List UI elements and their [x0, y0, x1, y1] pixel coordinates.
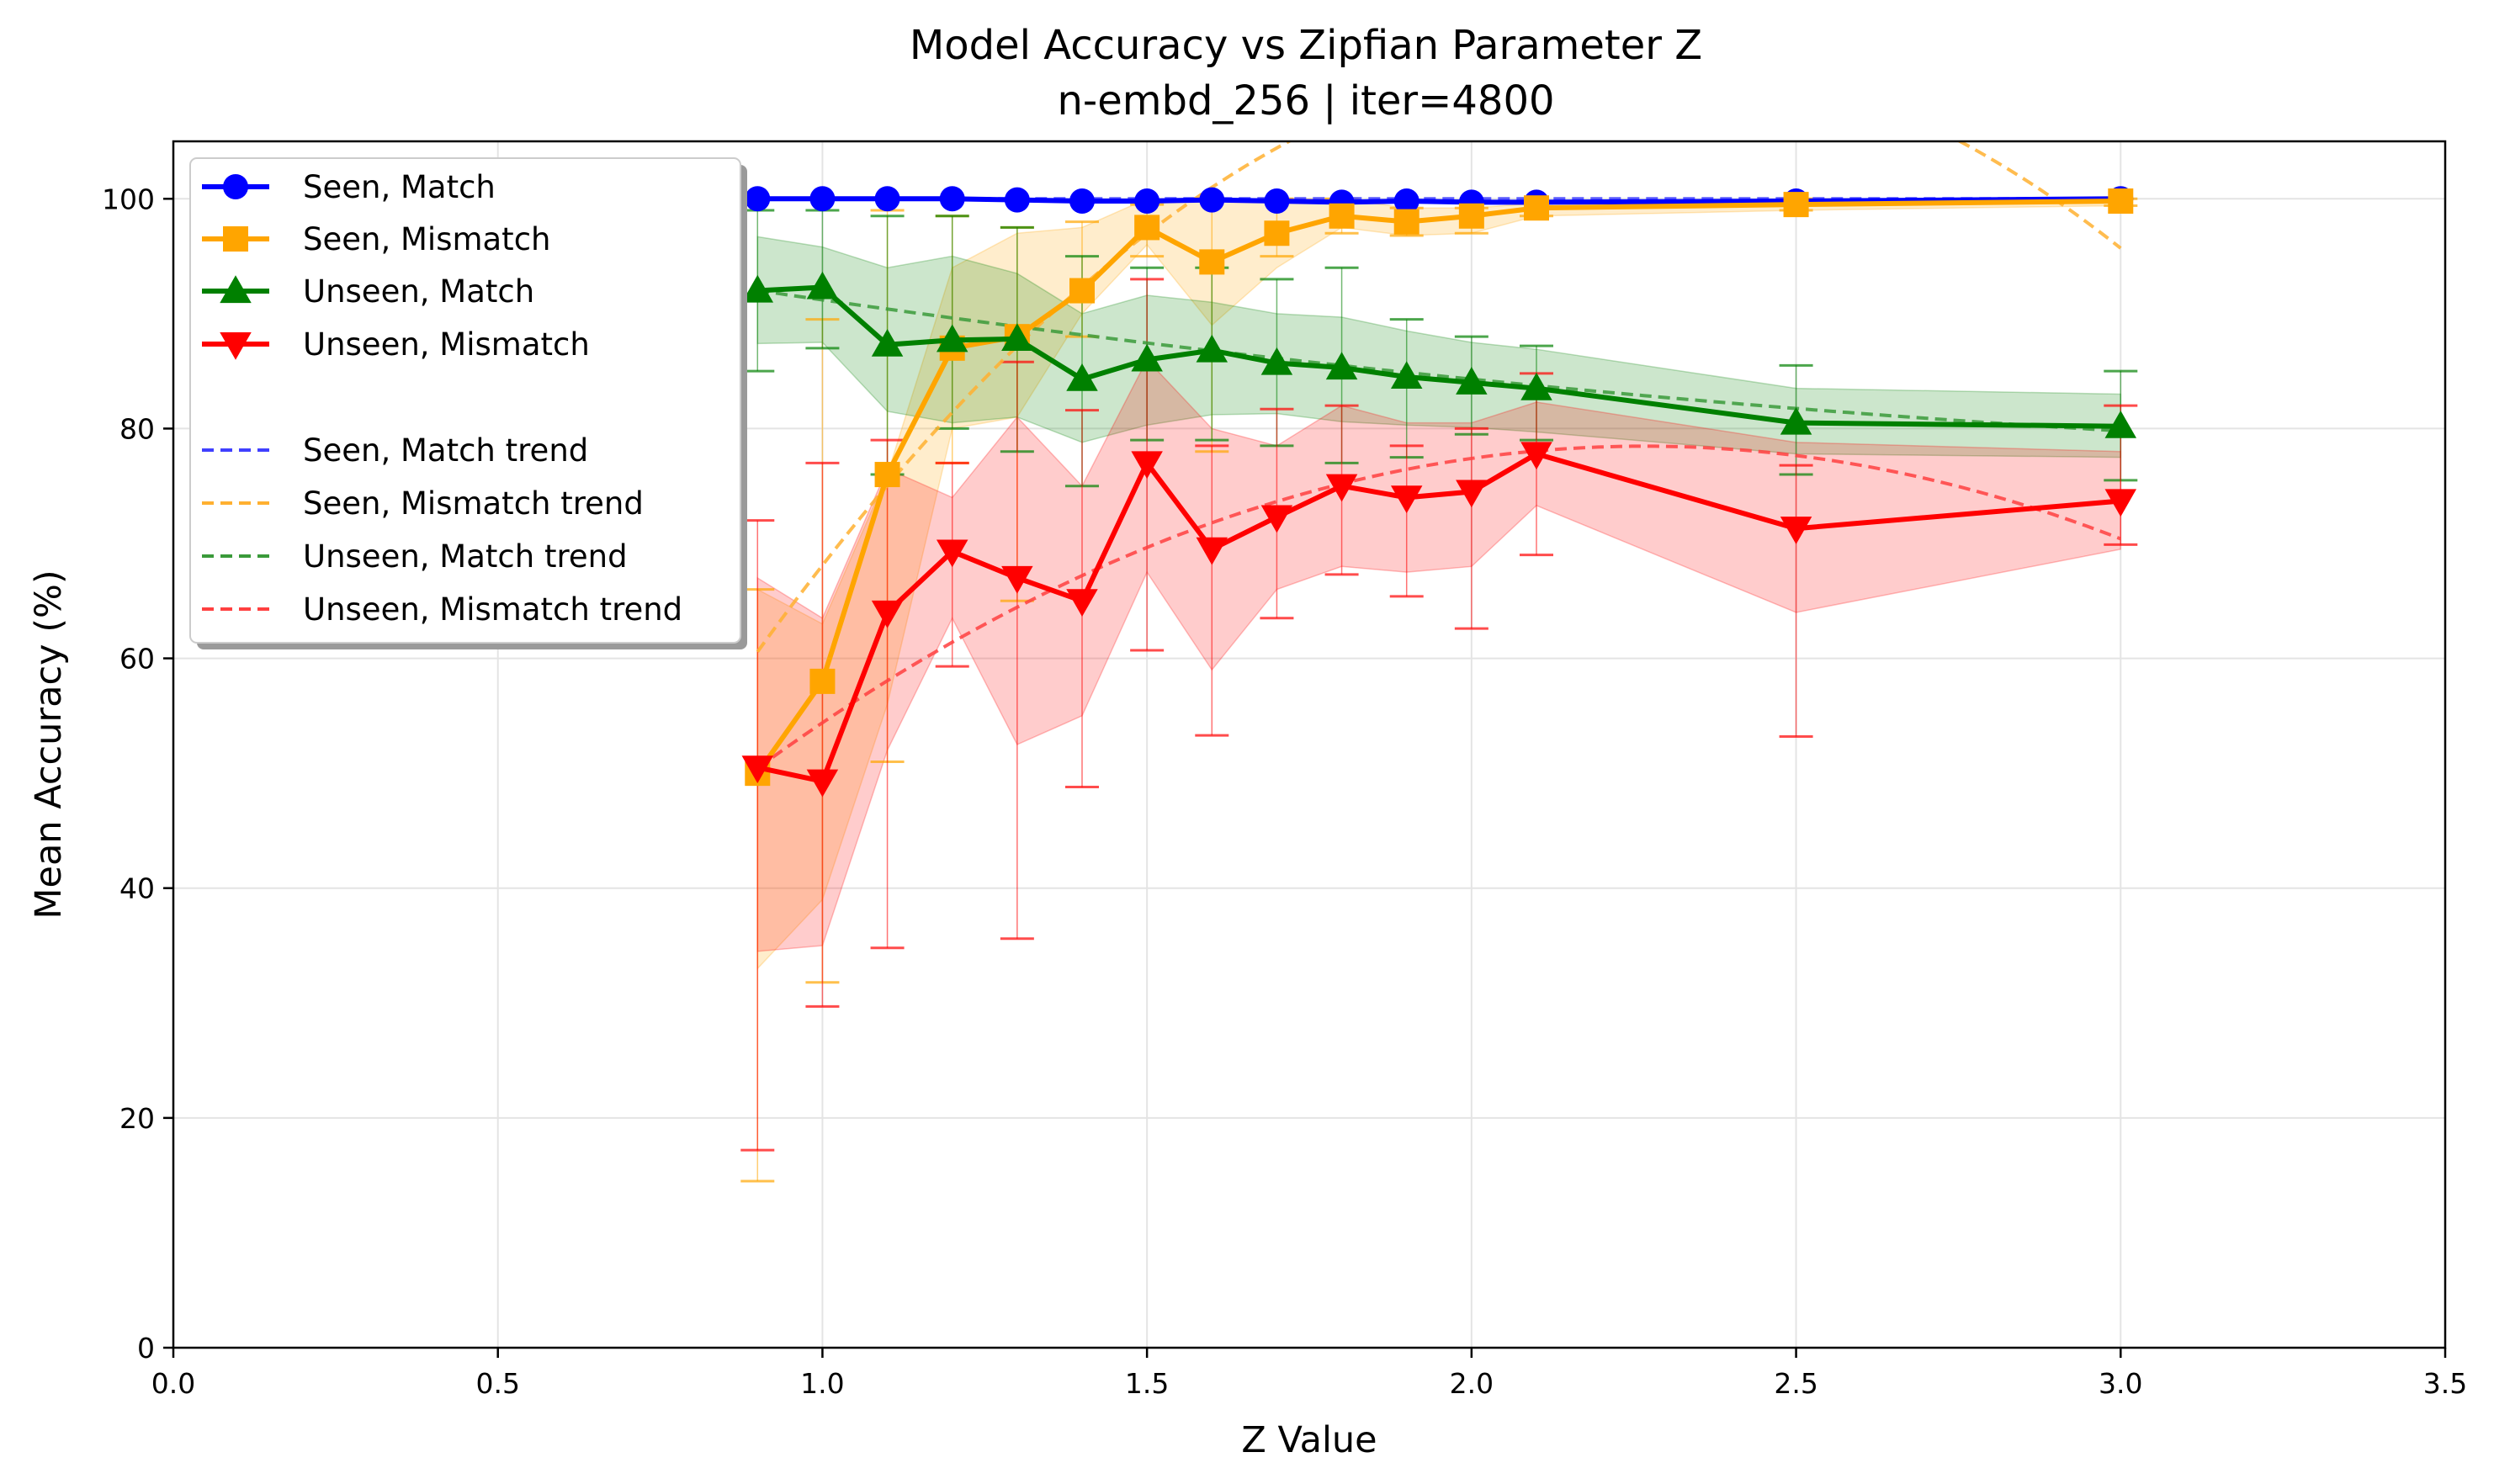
legend-label: Unseen, Match trend	[303, 538, 628, 575]
data-point	[1260, 505, 1293, 533]
data-point	[1001, 323, 1033, 351]
y-tick-label: 80	[119, 412, 155, 445]
legend: Seen, Match Seen, Mismatch Unseen, Match Un…	[189, 157, 747, 649]
data-point	[1390, 485, 1423, 514]
data-point	[1001, 565, 1033, 594]
data-point	[1131, 451, 1163, 480]
data-point	[1134, 215, 1160, 241]
data-point	[1325, 352, 1358, 380]
legend-box	[189, 157, 741, 644]
data-point	[1390, 361, 1423, 390]
trend-line	[756, 141, 2122, 653]
data-point	[1458, 203, 1484, 229]
legend-label: Seen, Mismatch	[303, 221, 550, 257]
data-point	[936, 324, 968, 352]
data-point	[1264, 220, 1290, 246]
data-point	[1264, 188, 1290, 215]
legend-label: Unseen, Mismatch trend	[303, 591, 682, 628]
legend-marker	[220, 275, 252, 304]
data-point	[874, 462, 900, 488]
data-point	[809, 186, 836, 212]
data-point	[1066, 589, 1098, 617]
data-point	[1393, 209, 1419, 235]
legend-marker	[223, 226, 248, 252]
data-point	[1069, 278, 1095, 304]
data-point	[745, 186, 771, 212]
data-point	[1196, 537, 1228, 565]
data-point	[871, 600, 904, 628]
y-tick-label: 60	[119, 643, 155, 676]
x-tick-label: 3.5	[2423, 1367, 2467, 1400]
data-point	[1131, 343, 1163, 372]
data-point	[2104, 410, 2137, 438]
data-point	[1260, 347, 1293, 375]
data-point	[741, 755, 774, 784]
data-point	[1520, 442, 1552, 470]
data-point	[1520, 372, 1552, 400]
y-tick-label: 20	[119, 1102, 155, 1135]
data-point	[1325, 474, 1358, 502]
y-tick-label: 100	[102, 183, 155, 215]
y-axis-label: Mean Accuracy (%)	[28, 570, 70, 919]
data-point	[1393, 188, 1419, 215]
data-point	[936, 539, 968, 568]
data-point	[806, 769, 839, 798]
axis-ticks: 0.0 0.5 1.0 1.5 2.0 2.5 3.0 3.5 0 20 40 60 80 100	[102, 183, 2467, 1400]
chart-title: Model Accuracy vs Zipfian Parameter Z	[910, 22, 1702, 69]
data-point	[1329, 203, 1355, 229]
data-point	[1524, 195, 1549, 221]
legend-label: Seen, Mismatch trend	[303, 485, 644, 522]
data-point	[1456, 480, 1488, 508]
x-tick-label: 1.5	[1125, 1367, 1169, 1400]
trend-line	[756, 444, 2122, 770]
legend-label: Seen, Match	[303, 169, 496, 205]
data-point	[1780, 406, 1812, 435]
trend-line	[757, 289, 2121, 433]
data-point	[1780, 517, 1812, 544]
plot-frame	[172, 140, 2447, 1349]
data-point	[1196, 334, 1228, 363]
chart-subtitle: n-embd_256 | iter=4800	[1057, 77, 1554, 125]
data-point	[1004, 187, 1030, 213]
y-tick-label: 0	[137, 1332, 155, 1365]
x-tick-label: 0.5	[475, 1367, 519, 1400]
data-point	[741, 274, 774, 303]
data-point	[939, 186, 965, 212]
legend-marker	[223, 174, 248, 199]
legend-label: Seen, Match trend	[303, 432, 588, 469]
data-point	[1456, 367, 1488, 395]
x-axis-label: Z Value	[1241, 1419, 1377, 1461]
data-point	[1199, 187, 1225, 213]
data-point	[2104, 489, 2137, 517]
data-point	[2108, 188, 2134, 215]
x-tick-label: 0.0	[151, 1367, 195, 1400]
x-tick-label: 2.5	[1774, 1367, 1817, 1400]
data-point	[1069, 188, 1095, 215]
legend-label: Unseen, Match	[303, 273, 534, 310]
data-point	[1199, 249, 1225, 275]
y-tick-label: 40	[119, 872, 155, 905]
data-point	[1066, 363, 1098, 391]
data-point	[874, 186, 900, 212]
data-point	[871, 328, 904, 357]
x-tick-label: 2.0	[1450, 1367, 1494, 1400]
legend-label: Unseen, Mismatch	[303, 326, 590, 363]
data-point	[1783, 192, 1809, 218]
x-tick-label: 3.0	[2099, 1367, 2142, 1400]
data-point	[1134, 188, 1160, 215]
data-point	[806, 271, 839, 299]
data-point	[809, 668, 836, 694]
x-tick-label: 1.0	[800, 1367, 844, 1400]
legend-marker	[220, 331, 252, 360]
plot-area	[740, 141, 2138, 1183]
